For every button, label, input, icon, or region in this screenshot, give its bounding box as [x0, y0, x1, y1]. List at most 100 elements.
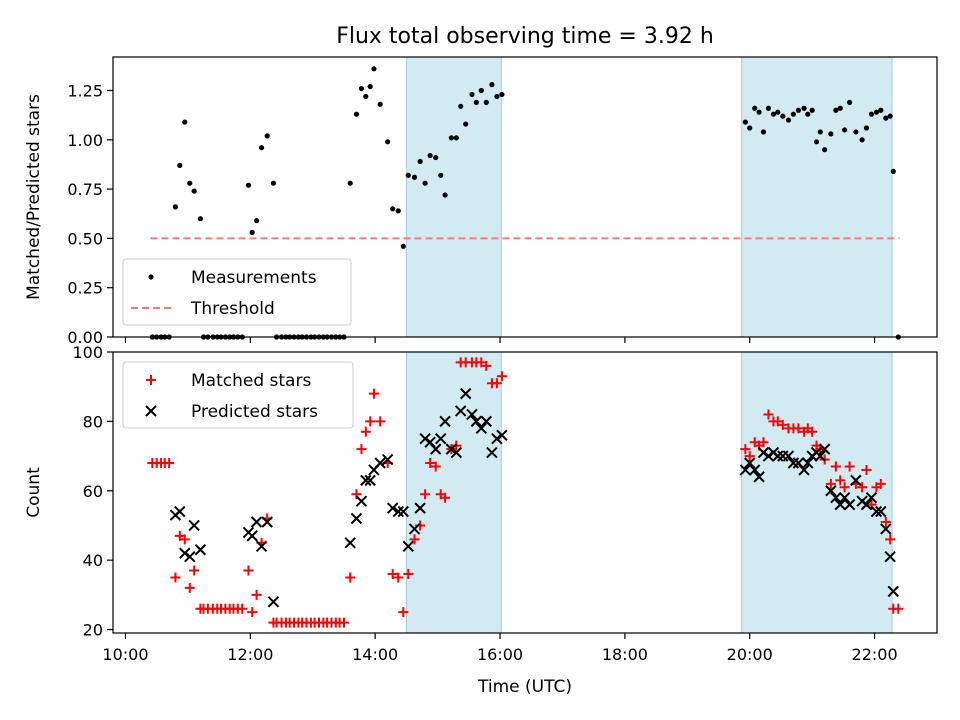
data-point	[454, 405, 467, 417]
figure-title: Flux total observing time = 3.92 h	[336, 24, 714, 49]
data-point	[765, 105, 772, 111]
data-point	[184, 550, 196, 563]
data-point	[450, 446, 463, 459]
data-point	[182, 119, 188, 125]
data-point	[237, 603, 248, 614]
data-point	[448, 135, 454, 141]
data-point	[255, 540, 268, 552]
data-point	[249, 229, 255, 236]
data-point	[344, 537, 356, 549]
data-point	[793, 423, 804, 434]
data-point	[353, 111, 360, 117]
data-point	[752, 105, 758, 111]
data-point	[360, 426, 371, 437]
data-point	[884, 550, 896, 563]
x-tick-label: 10:00	[102, 645, 148, 664]
y-axis-label: Matched/Predicted stars	[24, 94, 44, 300]
data-point	[790, 111, 797, 117]
data-point	[172, 204, 179, 210]
x-tick-label: 16:00	[477, 645, 523, 664]
data-point	[795, 107, 802, 113]
data-point	[345, 572, 356, 583]
data-point	[191, 188, 197, 194]
data-point	[875, 505, 887, 518]
data-point	[377, 101, 383, 107]
data-point	[742, 119, 748, 125]
legend-marker	[145, 405, 157, 417]
data-point	[887, 113, 893, 119]
data-point	[347, 180, 353, 186]
data-point	[837, 105, 843, 111]
data-point	[251, 589, 262, 600]
y-tick-label: 0.00	[67, 328, 103, 347]
data-point	[834, 498, 846, 511]
data-point	[744, 451, 755, 462]
data-point	[264, 133, 270, 139]
y-tick-label: 20	[83, 621, 103, 640]
data-point	[387, 569, 398, 580]
shaded-interval	[405, 351, 502, 634]
data-point	[825, 478, 836, 489]
data-point	[883, 115, 889, 121]
data-point	[358, 85, 365, 92]
data-point	[247, 607, 258, 618]
data-point	[371, 66, 377, 72]
data-point	[825, 485, 837, 497]
data-point	[830, 461, 841, 472]
data-point	[390, 206, 396, 212]
data-point	[807, 426, 818, 437]
x-tick-label: 20:00	[727, 645, 773, 664]
legend-label: Measurements	[191, 268, 317, 288]
data-point	[486, 446, 498, 459]
data-point	[364, 474, 376, 487]
y-tick-label: 80	[83, 412, 103, 431]
data-point	[420, 489, 431, 500]
data-point	[368, 388, 379, 399]
data-point	[430, 461, 441, 472]
legend-label: Threshold	[190, 299, 275, 319]
data-point	[419, 433, 431, 445]
data-point	[775, 109, 781, 115]
y-tick-label: 1.00	[67, 131, 103, 150]
data-point	[868, 111, 875, 117]
data-point	[802, 457, 814, 469]
data-point	[170, 572, 181, 583]
data-point	[770, 111, 777, 117]
data-point	[757, 446, 770, 459]
data-point	[187, 180, 193, 186]
data-point	[843, 498, 856, 511]
legend-marker	[146, 375, 156, 385]
data-point	[381, 453, 394, 466]
data-point	[417, 158, 423, 165]
data-point	[360, 474, 372, 487]
top-panel: 0.00 0.25 0.50 0.75 1.00 1.25 Matched/Predicte…	[24, 56, 938, 347]
data-point	[850, 474, 862, 487]
data-point	[197, 216, 203, 222]
data-point	[386, 502, 399, 514]
series-predicted-stars	[169, 387, 900, 608]
data-point	[885, 534, 896, 545]
data-point	[478, 87, 484, 94]
data-point	[491, 433, 503, 445]
data-point	[261, 516, 273, 528]
data-point	[194, 544, 207, 556]
x-tick-label: 14:00	[352, 645, 398, 664]
data-point	[739, 464, 752, 476]
data-point	[375, 416, 386, 427]
data-point	[861, 464, 872, 475]
data-point	[756, 109, 762, 115]
data-point	[427, 152, 433, 159]
data-point	[400, 243, 406, 249]
data-point	[857, 482, 868, 493]
data-point	[469, 91, 475, 98]
top-series	[149, 66, 901, 340]
data-point	[438, 172, 444, 178]
data-point	[499, 91, 505, 98]
data-point	[878, 107, 884, 113]
data-point	[753, 471, 765, 483]
data-point	[496, 371, 507, 382]
data-point	[740, 444, 751, 455]
data-point	[481, 360, 492, 371]
data-point	[822, 147, 828, 153]
data-point	[747, 125, 753, 131]
